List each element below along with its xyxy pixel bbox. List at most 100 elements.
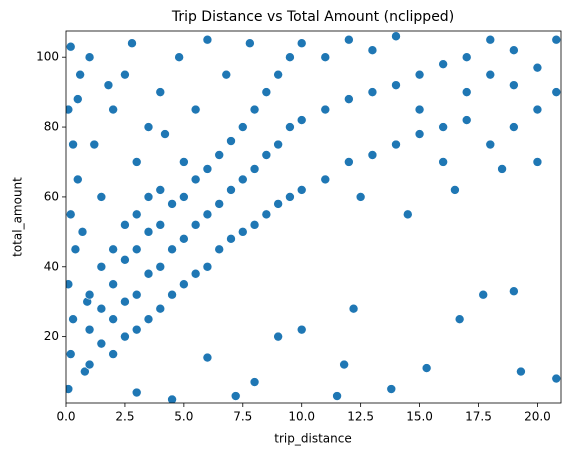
point <box>461 115 472 125</box>
y-tick-label: 40 <box>44 259 59 273</box>
y-tick-label: 80 <box>44 120 59 134</box>
x-tick-label: 0.0 <box>56 410 75 424</box>
point <box>155 185 166 195</box>
point <box>344 34 354 45</box>
point <box>551 373 561 384</box>
point <box>214 199 225 209</box>
point <box>72 174 83 185</box>
point <box>367 45 378 56</box>
point <box>261 209 272 220</box>
point <box>66 209 76 220</box>
point <box>179 157 189 167</box>
point <box>391 80 401 90</box>
point <box>320 104 331 115</box>
point <box>143 192 154 202</box>
x-axis-label: trip_distance <box>274 432 351 446</box>
point <box>230 391 241 401</box>
point <box>438 122 448 132</box>
point <box>344 94 354 104</box>
point <box>367 150 378 160</box>
point <box>551 34 561 45</box>
point <box>214 244 225 255</box>
point <box>516 366 526 377</box>
point <box>249 164 260 174</box>
y-tick-label: 60 <box>44 189 59 203</box>
point <box>551 87 561 97</box>
point <box>84 324 95 335</box>
x-tick-label: 5.0 <box>174 410 193 424</box>
plot-frame <box>65 30 562 404</box>
point <box>296 115 307 125</box>
point <box>509 122 519 132</box>
point <box>120 296 130 307</box>
point <box>160 129 170 139</box>
point <box>391 31 401 42</box>
point <box>450 185 460 195</box>
point <box>402 209 413 220</box>
point <box>509 45 519 56</box>
point <box>532 157 543 167</box>
point <box>202 164 213 174</box>
point <box>249 220 260 230</box>
point <box>108 279 118 290</box>
point <box>143 314 154 324</box>
point <box>421 363 432 373</box>
point <box>386 384 397 394</box>
y-axis-label: total_amount <box>11 177 25 257</box>
x-tick-label: 7.5 <box>233 410 252 424</box>
point <box>155 220 166 230</box>
x-tick-label: 17.5 <box>465 410 492 424</box>
point <box>214 150 225 160</box>
point <box>532 104 543 115</box>
point <box>320 52 331 62</box>
point <box>66 384 74 394</box>
point <box>237 174 248 185</box>
point <box>96 338 107 349</box>
point <box>202 209 213 220</box>
point <box>143 227 154 237</box>
point <box>202 34 213 45</box>
point <box>509 286 519 297</box>
point <box>108 314 118 324</box>
point <box>155 303 166 314</box>
point <box>249 377 260 387</box>
x-tick-label: 12.5 <box>347 410 374 424</box>
point <box>273 331 283 342</box>
point <box>68 314 78 324</box>
point <box>143 268 154 279</box>
point <box>131 324 142 335</box>
point <box>96 192 107 202</box>
point <box>414 104 425 115</box>
point <box>261 150 272 160</box>
point <box>84 289 95 300</box>
point <box>120 254 130 265</box>
point <box>367 87 378 97</box>
point <box>66 41 76 52</box>
point <box>414 69 425 80</box>
point <box>108 244 118 255</box>
point <box>66 279 74 290</box>
point <box>167 244 177 255</box>
point <box>285 192 295 202</box>
point <box>332 391 342 401</box>
point <box>120 220 130 230</box>
point <box>226 136 236 146</box>
point <box>75 69 85 80</box>
point <box>174 52 184 62</box>
point <box>96 303 107 314</box>
point <box>221 69 232 80</box>
point <box>202 261 213 272</box>
point <box>296 38 307 49</box>
point <box>461 52 472 62</box>
point <box>190 268 201 279</box>
point <box>120 331 130 342</box>
point <box>226 234 236 244</box>
point <box>245 38 255 49</box>
point <box>485 34 496 45</box>
point <box>167 394 177 403</box>
point <box>296 324 307 335</box>
point <box>454 314 465 324</box>
point <box>167 289 177 300</box>
